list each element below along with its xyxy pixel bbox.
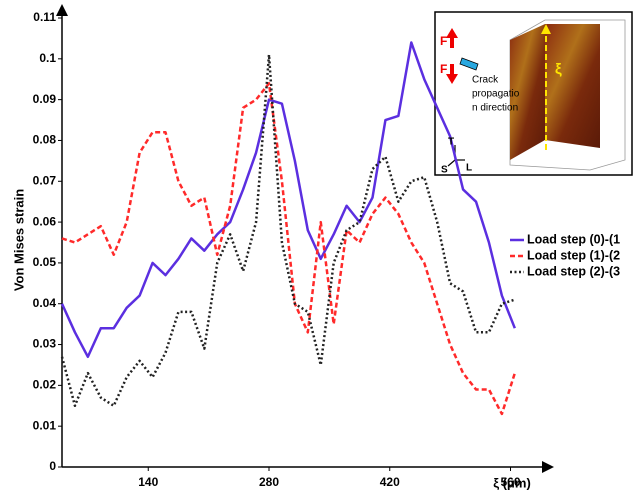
x-tick-label: 140 [138, 475, 158, 489]
y-tick-label: 0.08 [33, 133, 57, 147]
y-tick-label: 0.1 [39, 51, 56, 65]
y-tick-label: 0 [49, 459, 56, 473]
x-tick-label: 420 [380, 475, 400, 489]
inset-label: S [441, 165, 448, 176]
y-tick-label: 0.01 [33, 418, 57, 432]
y-tick-label: 0.03 [33, 337, 57, 351]
inset-label: ξ [555, 61, 562, 78]
series-line [61, 82, 517, 416]
x-tick-label: 280 [259, 475, 279, 489]
inset [434, 11, 633, 176]
inset-face [510, 24, 545, 160]
inset-face [545, 24, 600, 148]
legend-label: Load step (0)-(1 [527, 232, 620, 246]
inset-label: propagatio [472, 89, 520, 100]
force-arrow [450, 64, 454, 76]
force-arrow [450, 36, 454, 48]
y-axis-label: Von Mises strain [11, 189, 26, 291]
x-tick-label: 560 [500, 475, 520, 489]
y-tick-label: 0.04 [33, 296, 57, 310]
y-tick-label: 0.09 [33, 92, 57, 106]
inset-label: T [448, 137, 454, 148]
series-line [60, 41, 516, 359]
inset-label: n direction [472, 103, 518, 114]
inset-label: F [440, 34, 447, 48]
inset-label: Crack [472, 75, 499, 86]
force-arrow [446, 28, 458, 38]
y-tick-label: 0.11 [33, 10, 56, 24]
y-tick-label: 0.02 [33, 378, 57, 392]
y-tick-label: 0.07 [33, 173, 57, 187]
inset-label: L [466, 163, 472, 174]
axis-triad [447, 159, 456, 167]
legend-label: Load step (1)-(2 [527, 248, 620, 262]
crack-arrow [459, 57, 479, 71]
series-line [60, 53, 516, 408]
x-axis-label: ξ (μm) [493, 475, 531, 490]
inset-label: F [440, 62, 447, 76]
legend-label: Load step (2)-(3 [527, 264, 620, 278]
y-tick-label: 0.06 [33, 214, 57, 228]
inset-box [509, 19, 626, 171]
y-tick-label: 0.05 [33, 255, 57, 269]
xi-arrow [541, 24, 551, 34]
force-arrow [446, 74, 458, 84]
